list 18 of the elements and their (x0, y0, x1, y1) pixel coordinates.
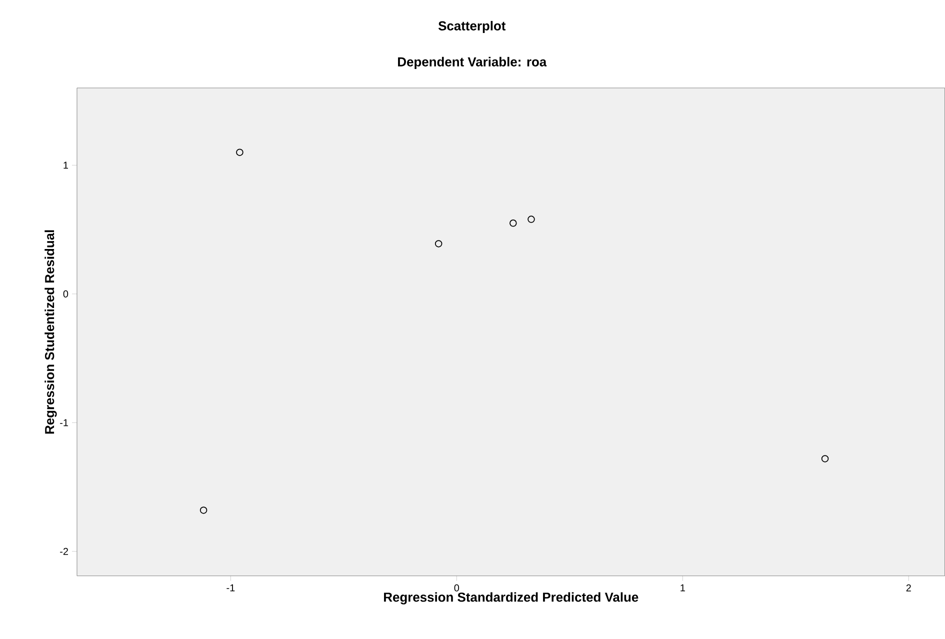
x-tick-label: -1 (226, 584, 235, 592)
x-tick-label: 0 (454, 584, 460, 592)
y-tick-label: 1 (64, 162, 68, 169)
y-axis-title: Regression Studentized Residual (44, 230, 57, 434)
y-tick-label: -1 (60, 419, 68, 426)
point (434, 240, 442, 248)
y-tick-label: 0 (63, 290, 68, 298)
chart-subtitle: Dependent Variable: roa (398, 57, 547, 70)
point (236, 148, 244, 156)
x-axis-title: Regression Standardized Predicted Value (384, 592, 638, 604)
point (528, 216, 535, 223)
chart-title: Scatterplot (438, 21, 506, 34)
y-tick-label: -2 (60, 548, 68, 555)
point (510, 220, 517, 227)
x-tick-label: 1 (680, 584, 685, 592)
x-tick-label: 2 (906, 584, 911, 592)
point (200, 506, 208, 514)
point (821, 455, 829, 462)
